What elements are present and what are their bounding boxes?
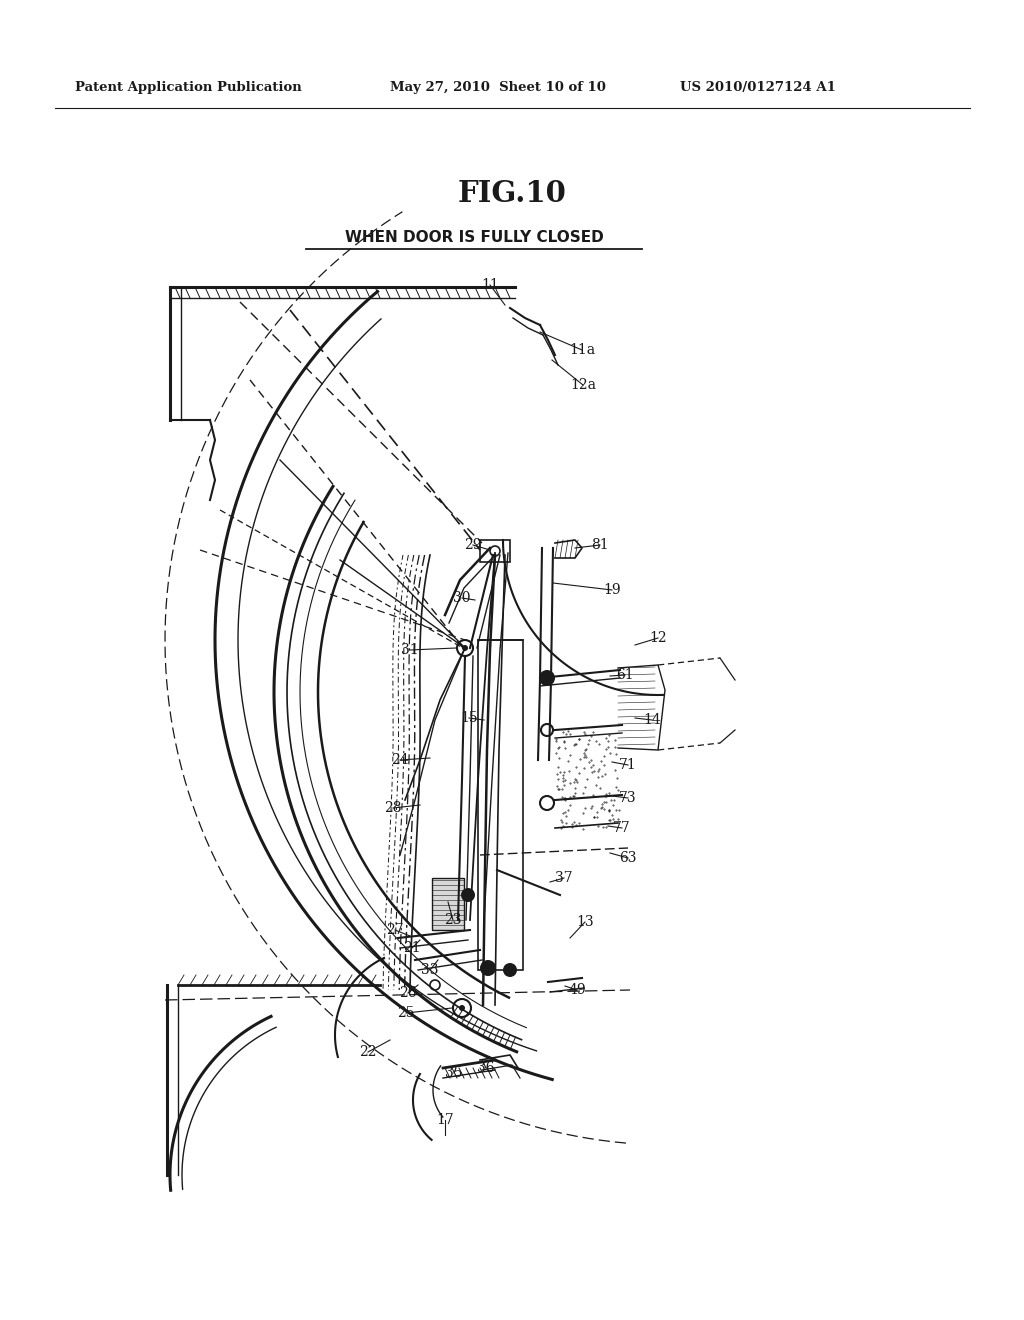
Text: 29: 29 (464, 539, 481, 552)
Text: FIG.10: FIG.10 (458, 178, 566, 207)
Circle shape (462, 645, 468, 651)
Text: 14: 14 (643, 713, 660, 727)
Text: 27: 27 (386, 923, 403, 937)
Text: 24: 24 (391, 752, 409, 767)
Text: 81: 81 (591, 539, 609, 552)
Text: 37: 37 (555, 871, 572, 884)
Text: Patent Application Publication: Patent Application Publication (75, 81, 302, 94)
Text: 23: 23 (444, 913, 462, 927)
Text: 11: 11 (481, 279, 499, 292)
Text: 25: 25 (397, 1006, 415, 1020)
Text: May 27, 2010  Sheet 10 of 10: May 27, 2010 Sheet 10 of 10 (390, 81, 606, 94)
Text: US 2010/0127124 A1: US 2010/0127124 A1 (680, 81, 836, 94)
Text: 28: 28 (384, 801, 401, 814)
Text: 73: 73 (620, 791, 637, 805)
Circle shape (503, 964, 517, 977)
Circle shape (459, 1005, 465, 1011)
Text: 31: 31 (401, 643, 419, 657)
Text: 26: 26 (399, 986, 417, 1001)
Text: 33: 33 (421, 964, 438, 977)
Text: 71: 71 (620, 758, 637, 772)
Text: 21: 21 (403, 941, 421, 954)
Circle shape (461, 888, 475, 902)
Text: 35: 35 (445, 1067, 463, 1080)
Text: 19: 19 (603, 583, 621, 597)
Text: 11a: 11a (569, 343, 595, 356)
Text: 63: 63 (620, 851, 637, 865)
Text: 49: 49 (568, 983, 586, 997)
Text: WHEN DOOR IS FULLY CLOSED: WHEN DOOR IS FULLY CLOSED (345, 231, 603, 246)
Bar (478, 640, 523, 970)
Text: 77: 77 (613, 821, 631, 836)
Bar (432, 878, 464, 931)
Bar (480, 540, 510, 562)
Text: 17: 17 (436, 1113, 454, 1127)
Text: 13: 13 (577, 915, 594, 929)
Text: 30: 30 (454, 591, 471, 605)
Circle shape (480, 960, 496, 975)
Text: 12: 12 (649, 631, 667, 645)
Text: 61: 61 (616, 668, 634, 682)
Text: 15: 15 (460, 711, 478, 725)
Text: 12a: 12a (570, 378, 596, 392)
Text: 36: 36 (477, 1061, 495, 1074)
Circle shape (539, 671, 555, 686)
Text: 22: 22 (359, 1045, 377, 1059)
